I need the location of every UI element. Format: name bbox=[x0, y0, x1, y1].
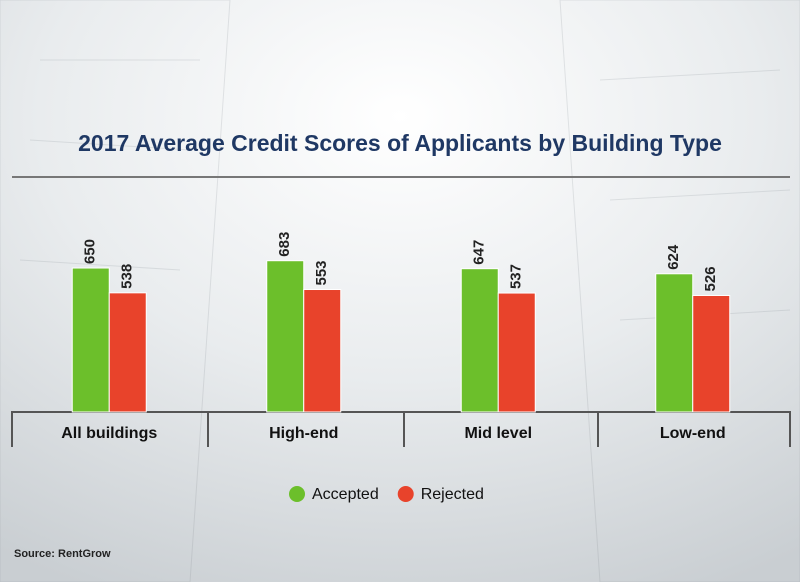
value-label: 526 bbox=[702, 266, 719, 291]
legend-label: Rejected bbox=[421, 486, 484, 503]
legend-swatch bbox=[289, 486, 305, 502]
bar bbox=[266, 260, 305, 413]
bar bbox=[71, 267, 110, 413]
value-label: 683 bbox=[276, 232, 293, 257]
value-label: 553 bbox=[313, 260, 330, 285]
bar bbox=[692, 294, 731, 413]
source-note: Source: RentGrow bbox=[14, 548, 111, 560]
bar bbox=[108, 292, 147, 413]
value-label: 538 bbox=[119, 264, 136, 289]
bar bbox=[460, 268, 499, 413]
chart-title: 2017 Average Credit Scores of Applicants… bbox=[78, 130, 722, 156]
x-tick-label: Low-end bbox=[660, 425, 726, 442]
value-label: 647 bbox=[471, 240, 488, 265]
value-label: 624 bbox=[665, 244, 682, 270]
x-tick-label: High-end bbox=[269, 425, 338, 442]
value-label: 537 bbox=[508, 264, 525, 289]
bar bbox=[303, 289, 342, 413]
legend-swatch bbox=[397, 486, 414, 502]
legend-label: Accepted bbox=[312, 486, 379, 503]
category-axis bbox=[11, 411, 791, 447]
bar bbox=[655, 273, 694, 413]
x-tick-label: All buildings bbox=[61, 425, 157, 442]
bar bbox=[497, 292, 536, 413]
x-tick-label: Mid level bbox=[464, 425, 532, 442]
value-label: 650 bbox=[82, 239, 99, 264]
